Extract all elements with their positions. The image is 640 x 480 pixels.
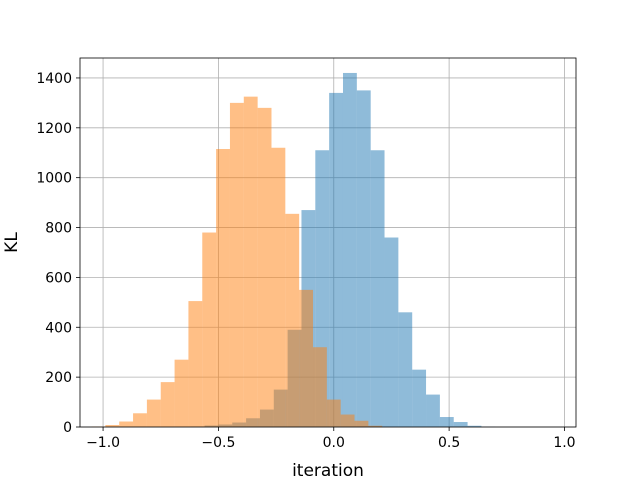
histogram-bar-series-1 bbox=[398, 312, 413, 427]
x-axis-title: iteration bbox=[292, 461, 364, 480]
y-tick-label: 800 bbox=[45, 221, 72, 237]
y-tick-label: 0 bbox=[63, 420, 72, 436]
histogram-bar-series-2 bbox=[202, 232, 217, 427]
histogram-bar-series-2 bbox=[243, 96, 258, 428]
histogram-bar-series-2 bbox=[133, 413, 147, 427]
x-tick-label: −0.5 bbox=[201, 435, 235, 451]
y-tick-label: 200 bbox=[45, 370, 72, 386]
y-tick-label: 1000 bbox=[36, 171, 72, 187]
histogram-bar-series-1 bbox=[426, 394, 440, 427]
histogram-bar-series-1 bbox=[439, 417, 454, 427]
histogram-bar-series-2 bbox=[105, 425, 120, 427]
histogram-bar-series-1 bbox=[384, 237, 399, 427]
histogram-bar-series-2 bbox=[340, 414, 355, 427]
plot-frame bbox=[79, 57, 577, 428]
histogram-bars bbox=[91, 72, 496, 428]
x-tick-label: 0.5 bbox=[438, 435, 460, 451]
histogram-bar-series-1 bbox=[467, 425, 482, 427]
histogram-bar-series-2 bbox=[354, 420, 369, 427]
y-axis-title: KL bbox=[2, 232, 22, 253]
y-tick-label: 1200 bbox=[36, 121, 72, 137]
histogram-bar-series-2 bbox=[313, 347, 327, 427]
histogram-bar-series-2 bbox=[257, 107, 272, 427]
histogram-bar-series-2 bbox=[271, 147, 286, 427]
histogram-bar-series-2 bbox=[326, 399, 341, 427]
y-tick-label: 600 bbox=[45, 270, 72, 286]
x-tick-label: 0.0 bbox=[323, 435, 345, 451]
axis-ticks: −1.0 −0.5 0.0 0.5 1.0 0 200 400 600 800 1000 1200 14… bbox=[36, 71, 575, 451]
histogram-bar-series-2 bbox=[119, 421, 134, 427]
y-tick-label: 400 bbox=[45, 320, 72, 336]
x-tick-label: 1.0 bbox=[553, 435, 575, 451]
histogram-bar-series-2 bbox=[160, 382, 175, 427]
histogram-bar-series-2 bbox=[174, 359, 189, 427]
y-tick-label: 1400 bbox=[36, 71, 72, 87]
histogram-bar-series-1 bbox=[342, 72, 357, 427]
histogram-bar-series-1 bbox=[412, 369, 427, 427]
histogram-bar-series-1 bbox=[453, 422, 468, 427]
histogram-bar-series-1 bbox=[329, 92, 343, 428]
x-tick-label: −1.0 bbox=[86, 435, 120, 451]
histogram-bar-series-2 bbox=[299, 289, 314, 427]
histogram-bar-series-2 bbox=[216, 149, 230, 428]
histogram-bar-series-1 bbox=[356, 90, 371, 427]
histogram-bar-series-2 bbox=[229, 102, 244, 427]
histogram-bar-series-2 bbox=[368, 425, 383, 427]
histogram-bar-series-1 bbox=[370, 150, 385, 427]
histogram-bar-series-2 bbox=[146, 399, 161, 427]
histogram-bar-series-2 bbox=[188, 301, 203, 427]
histogram-bar-series-2 bbox=[285, 213, 300, 427]
